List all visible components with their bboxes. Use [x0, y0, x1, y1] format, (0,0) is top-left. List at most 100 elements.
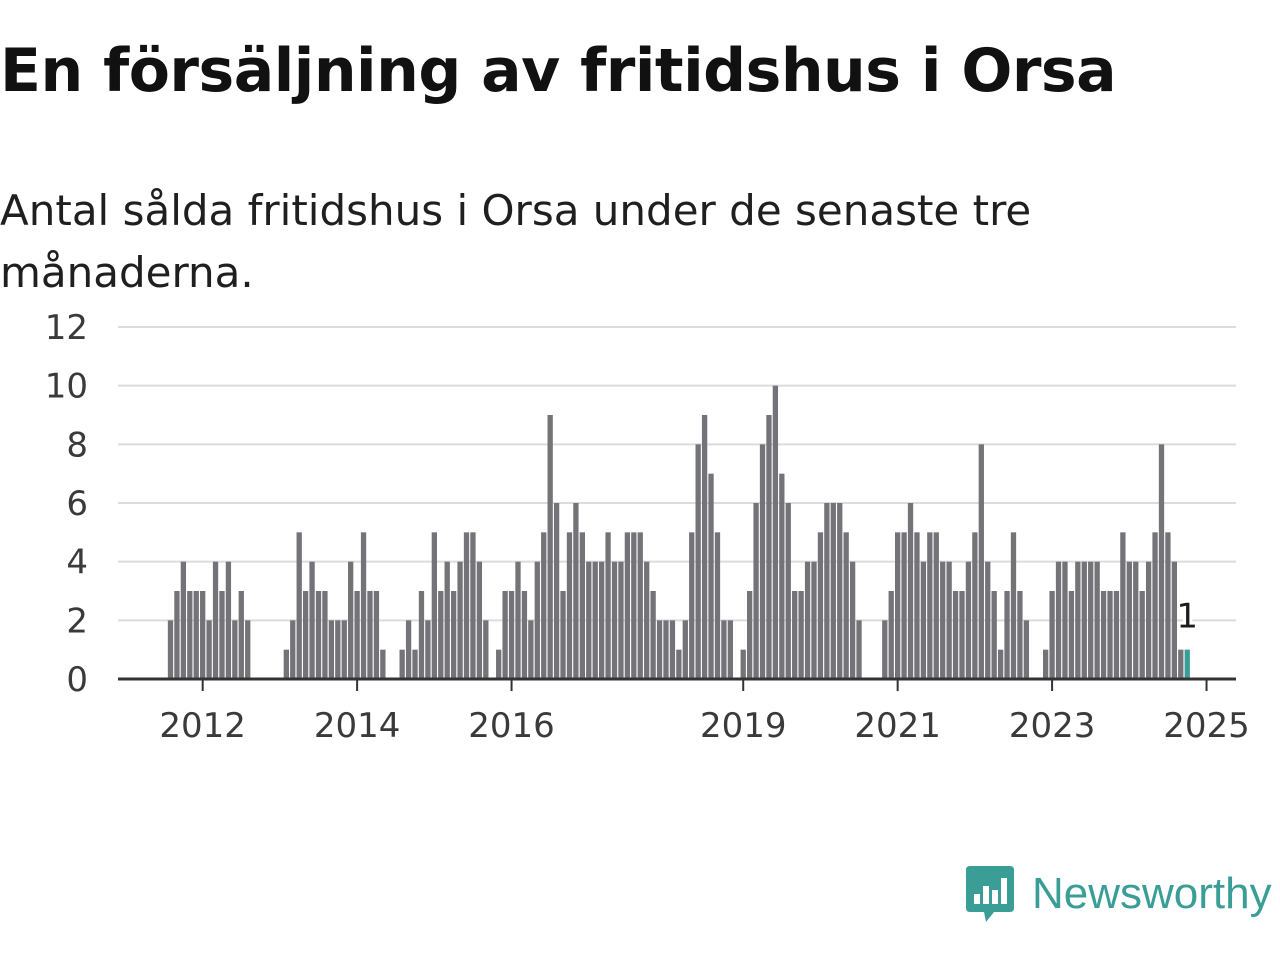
bar: [1107, 591, 1113, 679]
bar: [830, 503, 836, 679]
bar: [753, 503, 759, 679]
bar: [212, 561, 219, 679]
bar: [689, 532, 695, 679]
y-tick-label: 4: [66, 543, 88, 583]
bar: [946, 561, 952, 679]
bar: [708, 473, 714, 679]
bar: [167, 620, 174, 679]
bar: [888, 591, 894, 679]
bar: [727, 620, 733, 679]
bar: [740, 649, 746, 679]
bar: [566, 532, 573, 679]
bar: [476, 561, 483, 679]
bar: [418, 591, 425, 679]
highlighted-bar: [1184, 649, 1190, 679]
bar: [978, 444, 984, 679]
bar: [792, 591, 798, 679]
bar: [553, 503, 560, 679]
bar: [193, 591, 199, 679]
bar: [225, 561, 232, 679]
bar: [598, 561, 605, 679]
bar: [405, 620, 412, 679]
bar: [367, 591, 373, 679]
bar: [959, 591, 965, 679]
bar: [1049, 591, 1055, 679]
y-tick-label: 0: [66, 660, 88, 700]
bar: [940, 561, 946, 679]
bar: [206, 620, 212, 679]
bar: [669, 620, 676, 679]
bar: [972, 532, 978, 679]
bar: [515, 561, 521, 679]
bar: [1133, 561, 1139, 679]
bar: [849, 561, 856, 679]
bar: [315, 591, 322, 679]
chart-subtitle: Antal sålda fritidshus i Orsa under de s…: [0, 186, 1032, 297]
x-tick-label: 2012: [159, 706, 246, 746]
bar: [483, 620, 489, 679]
bar: [360, 532, 367, 679]
bar: [180, 561, 187, 679]
bar: [817, 532, 824, 679]
newsworthy-logo-icon: [966, 866, 1014, 922]
labels: 0 2 4 6 8 10 12 2012 2014 2016 2019 2021 2023 2025 1: [45, 308, 1250, 746]
bar: [502, 591, 508, 679]
bar: [431, 532, 437, 679]
bars: [167, 385, 1190, 679]
bar: [920, 561, 927, 679]
bar: [605, 532, 611, 679]
bar: [1055, 561, 1062, 679]
bar: [232, 620, 238, 679]
bar: [496, 649, 502, 679]
bar: [341, 620, 347, 679]
bar: [579, 532, 585, 679]
bar: [463, 532, 470, 679]
highlight-value-label: 1: [1176, 597, 1198, 637]
bar: [1017, 591, 1023, 679]
bar: [1158, 444, 1165, 679]
bar: [856, 620, 862, 679]
bar: [586, 561, 592, 679]
bar: [933, 532, 939, 679]
bar: [779, 473, 785, 679]
bar: [927, 532, 933, 679]
bar: [521, 591, 528, 679]
bar: [1178, 649, 1184, 679]
bar: [650, 591, 656, 679]
y-tick-label: 12: [45, 308, 88, 348]
bar: [1094, 561, 1100, 679]
bar: [508, 591, 515, 679]
bar: [618, 561, 624, 679]
bar: [1126, 561, 1132, 679]
bar: [907, 503, 914, 679]
y-tick-label: 2: [66, 601, 88, 641]
bar: [219, 591, 225, 679]
bar: [695, 444, 701, 679]
bar: [412, 649, 418, 679]
bar: [290, 620, 296, 679]
bar: [1004, 591, 1010, 679]
y-tick-label: 8: [66, 425, 88, 465]
bar: [798, 591, 804, 679]
bar: [528, 620, 534, 679]
bar: [348, 561, 354, 679]
x-tick-label: 2019: [700, 706, 787, 746]
bar: [882, 620, 888, 679]
bar: [328, 620, 335, 679]
bar: [676, 649, 682, 679]
chart-title: En försäljning av fritidshus i Orsa: [0, 36, 1117, 106]
bar: [895, 532, 901, 679]
bar: [843, 532, 849, 679]
bar-chart: 0 2 4 6 8 10 12 2012 2014 2016 2019 2021 2023 2025 1: [45, 308, 1250, 746]
x-tick-label: 2016: [468, 706, 555, 746]
bar: [1081, 561, 1087, 679]
bar: [759, 444, 766, 679]
bar: [1023, 620, 1030, 679]
bar: [714, 532, 721, 679]
y-tick-label: 10: [45, 367, 88, 407]
bar: [438, 591, 444, 679]
gridlines: [118, 326, 1236, 622]
bar: [534, 561, 540, 679]
bar: [174, 591, 180, 679]
bar: [399, 649, 405, 679]
